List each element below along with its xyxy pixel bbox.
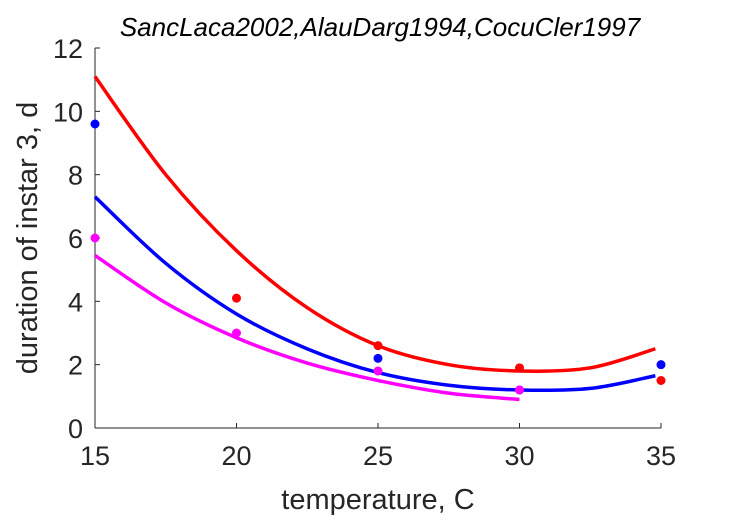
- x-tick-label: 30: [504, 441, 534, 471]
- x-axis-label: temperature, C: [281, 484, 474, 516]
- data-point: [656, 360, 666, 370]
- fit-curve-2: [94, 253, 520, 402]
- data-point: [232, 293, 241, 303]
- data-point: [232, 328, 241, 338]
- y-tick-label: 6: [68, 224, 83, 254]
- y-tick-label: 12: [53, 34, 83, 64]
- y-tick-label: 0: [68, 414, 83, 444]
- x-tick-label: 35: [646, 441, 676, 471]
- x-tick-label: 20: [221, 441, 251, 471]
- y-tick-label: 8: [68, 161, 83, 191]
- x-tick-label: 25: [363, 441, 393, 471]
- fit-curve-0: [93, 75, 656, 373]
- data-point: [515, 363, 524, 373]
- chart-title: SancLaca2002,AlauDarg1994,CocuCler1997: [120, 12, 642, 42]
- x-tick-label: 15: [80, 441, 110, 471]
- data-point: [656, 376, 666, 385]
- data-points: [90, 119, 666, 395]
- y-ticks: 0 2 4 6 8 10 12: [53, 34, 100, 444]
- data-point: [90, 233, 100, 243]
- x-ticks: 15 20 25 30 35: [80, 423, 676, 471]
- y-tick-label: 2: [68, 351, 83, 381]
- y-tick-label: 4: [68, 287, 83, 317]
- y-tick-label: 10: [53, 97, 83, 127]
- data-point: [373, 341, 383, 351]
- y-axis-label: duration of instar 3, d: [12, 102, 44, 374]
- data-point: [515, 385, 524, 395]
- data-point: [373, 366, 383, 376]
- fit-curves: [93, 75, 656, 402]
- data-point: [373, 353, 383, 363]
- data-point: [90, 119, 100, 129]
